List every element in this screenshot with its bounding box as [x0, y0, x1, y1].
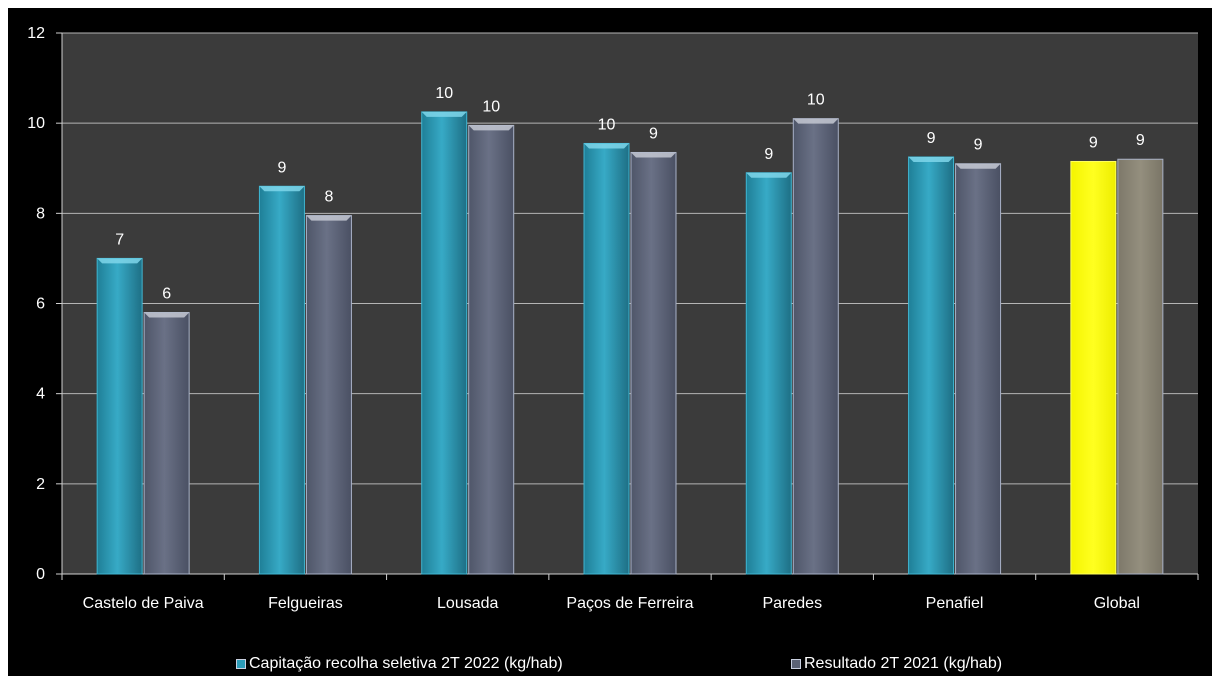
bar-s2-4	[792, 118, 839, 575]
bar-s1-2	[421, 111, 468, 575]
data-label-s1-4: 9	[764, 146, 773, 163]
y-tick-label-1: 2	[36, 476, 45, 493]
bar-s2-0	[143, 312, 190, 575]
data-label-s2-4: 10	[807, 92, 825, 109]
y-tick-label-6: 12	[27, 25, 45, 42]
bar-s1-4	[745, 172, 792, 575]
data-label-s1-1: 9	[277, 159, 286, 176]
data-label-s1-2: 10	[435, 85, 453, 102]
y-tick-label-5: 10	[27, 115, 45, 132]
bar-cap-s2-2	[468, 125, 514, 131]
data-label-s2-3: 9	[649, 125, 658, 142]
data-label-s2-0: 6	[162, 286, 171, 303]
bar-chart: 0 2 4 6 8 10 12 Castelo de Paiva Felgueiras Lousa…	[27, 25, 1199, 612]
bar-s1-1	[258, 185, 305, 575]
data-label-s1-0: 7	[115, 231, 124, 248]
legend-swatch-series-2	[791, 659, 801, 669]
bar-s2-2	[468, 124, 515, 575]
bar-cap-s2-3	[631, 152, 676, 158]
bar-s1-0	[96, 257, 143, 575]
data-label-s1-5: 9	[927, 130, 936, 147]
data-label-s1-3: 10	[598, 116, 616, 133]
bar-cap-s1-0	[97, 258, 143, 264]
bar-cap-s2-1	[306, 215, 352, 221]
bar-cap-s2-5	[955, 163, 1001, 169]
y-tick-label-4: 8	[36, 205, 45, 222]
y-tick-label-2: 4	[36, 386, 45, 403]
data-label-s2-5: 9	[974, 137, 983, 154]
x-tick-label-1: Felgueiras	[268, 595, 343, 612]
x-tick-label-2: Lousada	[437, 595, 498, 612]
bar-s2-5	[955, 163, 1002, 575]
bar-cap-s1-3	[584, 143, 629, 149]
x-tick-label-3: Paços de Ferreira	[566, 595, 693, 612]
chart-container: 0 2 4 6 8 10 12 Castelo de Paiva Felgueiras Lousa…	[8, 8, 1212, 676]
x-tick-label-5: Penafiel	[926, 595, 984, 612]
y-tick-label-3: 6	[36, 296, 45, 313]
bar-cap-s1-1	[259, 186, 305, 192]
bar-cap-s1-2	[421, 111, 467, 117]
x-tick-label-4: Paredes	[762, 595, 822, 612]
legend-item-series-1: Capitação recolha seletiva 2T 2022 (kg/h…	[236, 652, 563, 676]
x-tick-label-0: Castelo de Paiva	[83, 595, 204, 612]
bar-cap-s2-0	[144, 312, 190, 318]
legend-swatch-series-1	[236, 659, 246, 669]
bar-cap-s2-4	[793, 118, 839, 124]
legend-label-series-1: Capitação recolha seletiva 2T 2022 (kg/h…	[249, 655, 563, 672]
y-tick-label-0: 0	[36, 566, 45, 583]
bar-s2-1	[305, 215, 352, 575]
bar-s2-6	[1117, 158, 1164, 575]
legend-label-series-2: Resultado 2T 2021 (kg/hab)	[804, 655, 1003, 672]
bar-s2-3	[630, 151, 677, 575]
data-label-s2-1: 8	[324, 189, 333, 206]
data-label-s1-6: 9	[1089, 134, 1098, 151]
legend-item-series-2: Resultado 2T 2021 (kg/hab)	[791, 652, 1002, 676]
bar-cap-s1-5	[908, 156, 954, 162]
bar-s1-3	[583, 142, 630, 575]
x-tick-label-6: Global	[1094, 595, 1140, 612]
bar-s1-6	[1070, 160, 1117, 575]
bar-s1-5	[908, 156, 955, 575]
bar-cap-s1-4	[746, 172, 792, 178]
data-label-s2-2: 10	[482, 98, 500, 115]
data-label-s2-6: 9	[1136, 132, 1145, 149]
